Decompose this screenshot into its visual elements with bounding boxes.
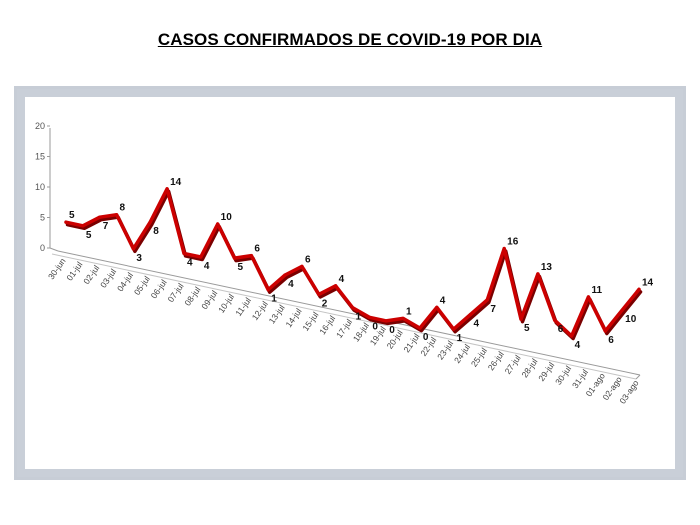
data-label: 4: [187, 257, 193, 268]
data-label: 4: [575, 340, 581, 351]
data-point: [586, 295, 591, 299]
data-point: [232, 256, 237, 260]
data-point: [553, 318, 557, 322]
y-tick-label: 15: [35, 152, 45, 162]
data-label: 6: [305, 254, 311, 265]
data-label: 11: [591, 285, 602, 296]
data-point: [165, 187, 169, 191]
data-label: 0: [372, 321, 378, 332]
y-tick-label: 5: [40, 213, 45, 223]
data-label: 5: [69, 210, 75, 221]
data-point: [283, 273, 287, 277]
data-label: 5: [86, 230, 92, 241]
data-label: 1: [457, 333, 463, 344]
data-label: 14: [170, 177, 182, 188]
data-point: [300, 264, 304, 268]
data-label: 14: [642, 277, 654, 288]
axis-depth-edge: [49, 247, 59, 252]
axis-end-edge: [635, 374, 641, 380]
data-point: [114, 213, 119, 217]
data-point: [334, 284, 338, 288]
data-label: 1: [271, 294, 277, 305]
y-tick-label: 0: [40, 243, 45, 253]
data-point: [485, 298, 489, 302]
data-point: [64, 220, 68, 224]
data-point: [536, 272, 540, 276]
data-point: [131, 247, 136, 251]
data-label: 8: [153, 226, 159, 237]
data-label: 0: [423, 332, 429, 343]
data-point: [603, 329, 607, 333]
data-point: [317, 292, 321, 296]
data-point: [519, 317, 523, 321]
data-label: 2: [322, 298, 328, 309]
data-label: 6: [254, 244, 260, 255]
data-point: [182, 251, 186, 256]
data-label: 4: [339, 274, 345, 285]
x-axis-floor-edge: [51, 253, 637, 380]
chart-title: CASOS CONFIRMADOS DE COVID-19 POR DIA: [157, 30, 543, 49]
data-point: [435, 305, 439, 309]
data-label: 6: [608, 335, 614, 346]
data-point: [502, 246, 506, 251]
data-point: [148, 220, 152, 224]
data-point: [452, 327, 456, 331]
data-label: 8: [120, 203, 126, 214]
data-label: 7: [103, 221, 109, 232]
data-point: [350, 306, 355, 310]
data-point: [620, 308, 624, 312]
data-point: [418, 326, 422, 330]
data-point: [637, 287, 641, 291]
data-point: [468, 312, 473, 317]
data-label: 10: [625, 314, 637, 325]
data-label: 1: [356, 312, 362, 323]
data-label: 4: [288, 279, 294, 290]
data-label: 7: [490, 304, 496, 315]
data-point: [384, 319, 388, 323]
data-point: [569, 334, 574, 338]
data-point: [81, 224, 85, 228]
data-label: 6: [558, 324, 564, 335]
data-label: 0: [389, 325, 395, 336]
x-axis-line: [57, 250, 641, 376]
data-label: 4: [473, 318, 479, 329]
data-label: 13: [541, 262, 553, 273]
data-point: [199, 255, 203, 259]
data-point: [98, 215, 102, 219]
data-label: 5: [238, 262, 244, 273]
data-point: [367, 315, 371, 319]
data-label: 4: [440, 295, 446, 306]
data-point: [266, 288, 270, 292]
data-label: 4: [204, 261, 210, 272]
data-point: [216, 222, 220, 226]
data-label: 10: [221, 212, 233, 223]
data-point: [401, 316, 405, 321]
y-tick-label: 20: [35, 121, 45, 131]
y-tick-label: 10: [35, 182, 45, 192]
chart-area: [25, 97, 675, 469]
data-label: 5: [524, 323, 530, 334]
data-label: 16: [507, 236, 519, 247]
chart-frame: [14, 86, 686, 480]
data-label: 1: [406, 306, 412, 317]
data-label: 3: [136, 253, 142, 264]
data-point: [249, 254, 253, 258]
